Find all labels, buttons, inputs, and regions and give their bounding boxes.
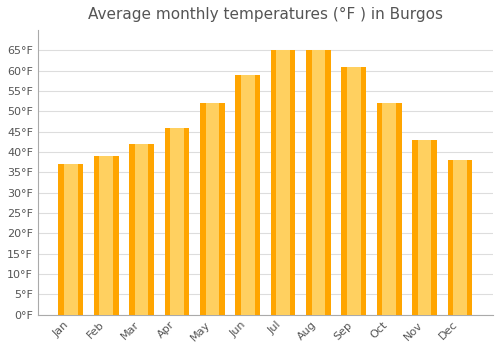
Bar: [377, 103, 402, 315]
Bar: [382, 103, 396, 315]
Bar: [276, 50, 290, 315]
Bar: [270, 50, 295, 315]
Bar: [241, 75, 254, 315]
Bar: [448, 160, 472, 315]
Bar: [164, 128, 190, 315]
Bar: [135, 144, 148, 315]
Bar: [206, 103, 219, 315]
Bar: [306, 50, 331, 315]
Bar: [236, 75, 260, 315]
Bar: [94, 156, 118, 315]
Bar: [342, 67, 366, 315]
Bar: [418, 140, 432, 315]
Bar: [200, 103, 225, 315]
Bar: [58, 164, 84, 315]
Bar: [412, 140, 437, 315]
Bar: [453, 160, 467, 315]
Bar: [312, 50, 326, 315]
Bar: [64, 164, 78, 315]
Bar: [100, 156, 113, 315]
Bar: [129, 144, 154, 315]
Title: Average monthly temperatures (°F ) in Burgos: Average monthly temperatures (°F ) in Bu…: [88, 7, 443, 22]
Bar: [170, 128, 184, 315]
Bar: [347, 67, 360, 315]
